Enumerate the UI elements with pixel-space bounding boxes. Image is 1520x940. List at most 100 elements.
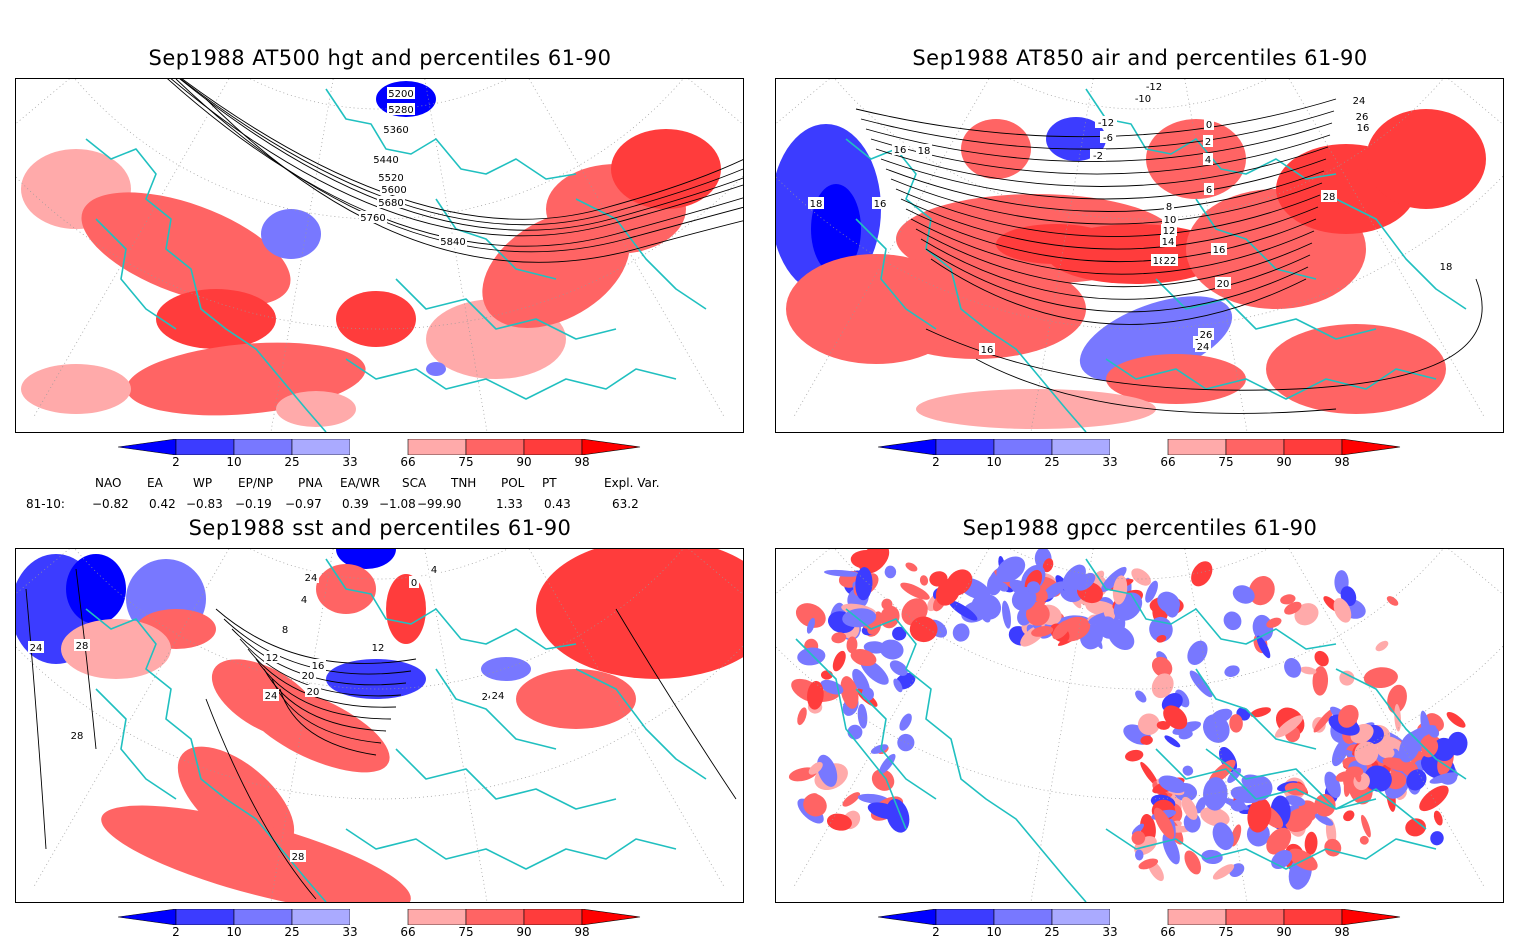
precip-patch <box>1324 838 1342 857</box>
colorbar-arrow-left <box>117 908 177 926</box>
precip-patch <box>795 603 826 628</box>
precip-patch <box>1042 558 1054 573</box>
colorbar-tick-label: 98 <box>1334 925 1350 939</box>
precip-patch <box>1191 561 1213 587</box>
coastline <box>1105 828 1437 870</box>
coastline <box>1155 278 1377 340</box>
anomaly-patch <box>276 391 356 427</box>
precip-patch <box>1223 611 1242 631</box>
precip-patch <box>1331 737 1350 767</box>
contour-label-bg <box>1354 110 1370 122</box>
precip-patch <box>1284 658 1302 678</box>
colorbar-swatch <box>1283 438 1343 456</box>
contour-label: 5840 <box>440 237 465 248</box>
contour-label: 24 <box>30 643 43 654</box>
anomaly-patch <box>1106 354 1246 404</box>
precip-patch <box>1135 690 1147 703</box>
precip-patch <box>1232 585 1255 604</box>
index-value-wp: −0.83 <box>186 497 223 511</box>
contour-label: 4 <box>431 565 437 576</box>
precip-patch <box>1433 810 1443 826</box>
contour-line <box>75 568 97 750</box>
precip-patch <box>1158 775 1187 794</box>
map-gpcc-svg <box>776 549 1503 902</box>
contour-line <box>215 608 417 664</box>
coastline <box>1105 358 1437 400</box>
colorbar-tick-label: 75 <box>1218 925 1234 939</box>
precip-patch <box>842 792 861 807</box>
colorbar-850air-svg <box>877 438 1401 456</box>
index-value-nao: −0.82 <box>92 497 129 511</box>
contour-label-bg <box>372 153 400 165</box>
index-value-explvar: 63.2 <box>612 497 639 511</box>
anomaly-patch <box>1146 119 1246 199</box>
colorbar-tick-label: 66 <box>1160 925 1176 939</box>
colorbar-swatch <box>350 909 408 925</box>
contour-line <box>145 79 743 247</box>
contour-label: 5360 <box>383 125 408 136</box>
coastline <box>345 358 677 400</box>
precip-patch <box>1312 666 1329 696</box>
precip-patch <box>1156 720 1170 730</box>
colorbar-swatch <box>233 908 293 926</box>
contour-label: 16 <box>1357 123 1370 134</box>
contour-label-bg <box>1321 190 1337 202</box>
contour-label: -12 <box>1098 118 1114 129</box>
colorbar-swatch <box>407 438 467 456</box>
precip-patch <box>1294 603 1319 626</box>
contour-label: -12 <box>1146 82 1162 93</box>
colorbar-swatch <box>993 438 1053 456</box>
contour-label-bg <box>979 343 995 355</box>
precip-patch <box>897 733 915 752</box>
colorbar-swatch <box>465 908 525 926</box>
precip-patch <box>1100 566 1127 593</box>
colorbar-tick-label: 10 <box>226 455 242 469</box>
colorbar-gpcc-svg <box>877 908 1401 926</box>
precip-patch <box>1364 765 1392 792</box>
contour-line <box>860 110 1335 150</box>
contour-label-bg <box>359 211 387 223</box>
contour-label: 16 <box>981 345 994 356</box>
contour-label-bg <box>305 685 321 697</box>
colorbar-tick-label: 25 <box>1044 455 1060 469</box>
colorbar-swatch <box>523 438 583 456</box>
precip-patch <box>1164 735 1181 748</box>
precip-patch <box>817 754 838 787</box>
precip-patch <box>1210 708 1233 724</box>
colorbar-tick-label: 33 <box>1102 455 1118 469</box>
colorbar-tick-label: 33 <box>342 925 358 939</box>
index-header-pol: POL <box>501 476 525 490</box>
precip-patch <box>1304 831 1318 855</box>
contour-label-bg <box>69 729 85 741</box>
colorbar-swatch <box>233 438 293 456</box>
contour-label-bg <box>872 197 888 209</box>
anomaly-patch <box>426 362 446 376</box>
contour-label: 5280 <box>388 105 413 116</box>
contour-label: 12 <box>266 653 279 664</box>
precip-patch <box>1313 708 1335 733</box>
coastline <box>395 748 617 810</box>
precip-patch <box>997 582 1009 592</box>
contour-label-bg <box>387 103 415 115</box>
colorbar-tick-label: 90 <box>516 925 532 939</box>
contour-line <box>205 698 317 900</box>
colorbar-tick-label: 98 <box>1334 455 1350 469</box>
precip-patch <box>1131 568 1151 586</box>
colorbar-tick-label: 2 <box>172 925 180 939</box>
contour-line <box>205 98 743 263</box>
colorbar-swatch <box>993 908 1053 926</box>
colorbar-swatch <box>407 908 467 926</box>
precip-patch <box>1200 806 1230 827</box>
precip-patch <box>1343 810 1355 822</box>
precip-patch <box>1075 572 1096 591</box>
colorbar-swatch <box>175 438 235 456</box>
contour-line <box>895 188 1321 237</box>
contour-label: 12 <box>372 643 385 654</box>
contour-label-bg <box>1203 135 1213 147</box>
contour-label-bg <box>299 593 309 605</box>
precip-patch <box>1285 807 1313 833</box>
index-value-tnh: −99.90 <box>417 497 462 511</box>
panel-title-sst: Sep1988 sst and percentiles 61-90 <box>188 516 572 540</box>
colorbar-swatch <box>350 439 408 455</box>
